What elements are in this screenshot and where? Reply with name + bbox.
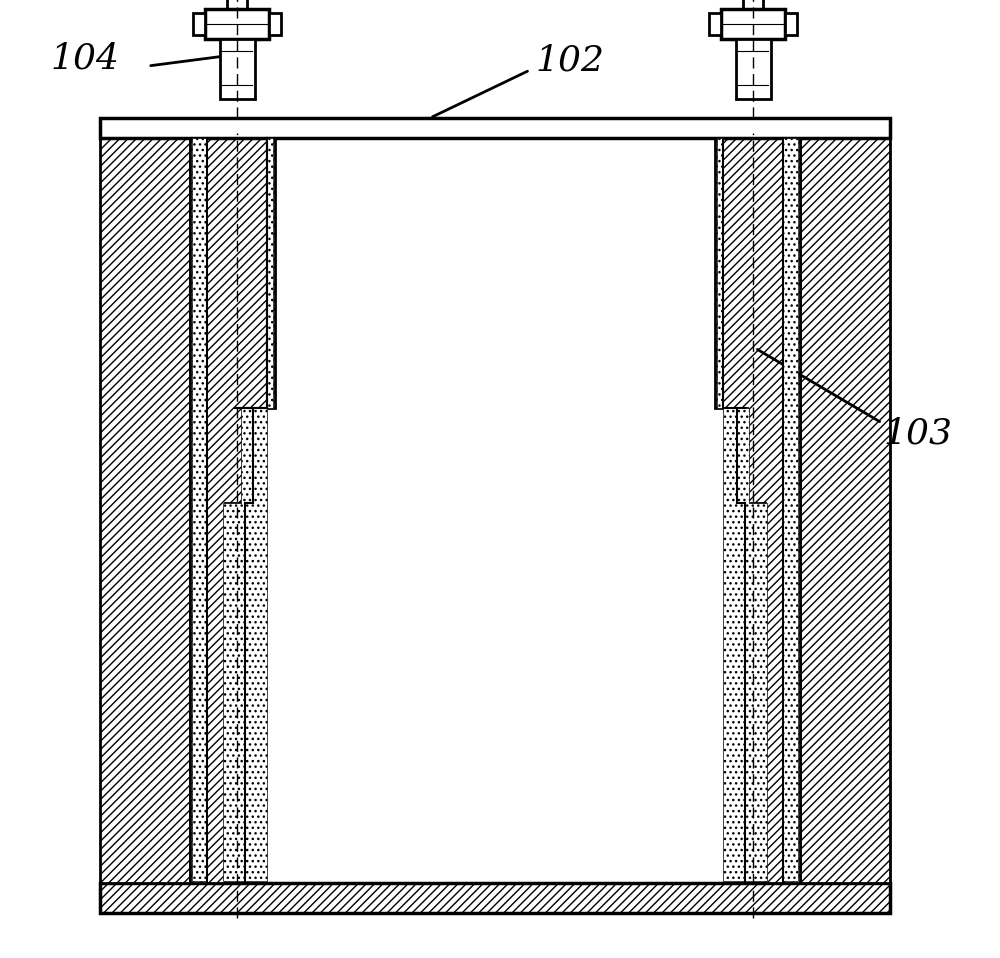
Polygon shape — [223, 138, 273, 881]
Bar — [721, 9, 785, 39]
Bar — [100, 118, 890, 138]
Polygon shape — [190, 138, 275, 883]
Bar — [205, 9, 269, 39]
Bar — [100, 138, 190, 883]
Bar — [100, 883, 890, 913]
Bar — [743, 0, 763, 9]
Text: 104: 104 — [50, 41, 119, 75]
Bar — [193, 13, 205, 35]
Polygon shape — [192, 138, 207, 881]
Bar — [227, 0, 247, 9]
Text: 103: 103 — [883, 416, 952, 450]
Bar — [736, 39, 771, 99]
Bar — [220, 39, 255, 99]
Bar — [269, 13, 281, 35]
Bar — [709, 13, 721, 35]
Bar — [785, 13, 797, 35]
Bar — [800, 138, 890, 883]
Polygon shape — [715, 138, 800, 883]
Polygon shape — [717, 138, 767, 881]
Text: 102: 102 — [535, 43, 604, 77]
Polygon shape — [783, 138, 798, 881]
